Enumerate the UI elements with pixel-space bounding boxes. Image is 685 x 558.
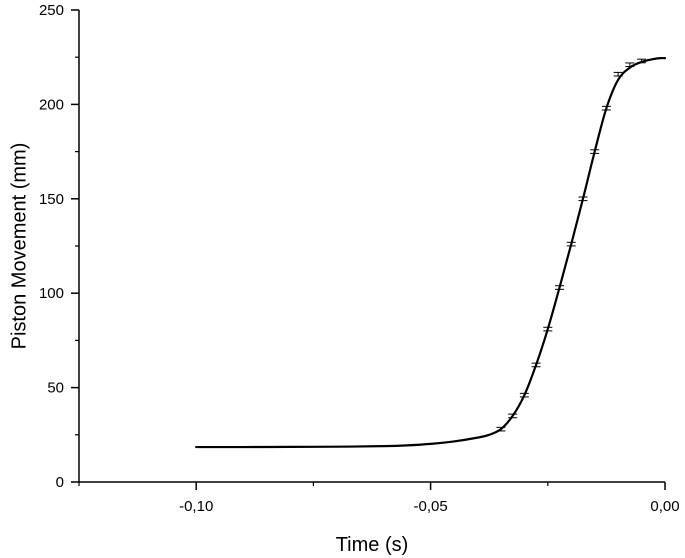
y-tick-label: 0	[56, 474, 64, 491]
error-bar	[543, 326, 553, 332]
error-bar	[590, 149, 600, 154]
error-bar	[555, 285, 565, 290]
error-bar-layer	[496, 58, 647, 432]
error-bar	[531, 362, 541, 368]
error-bar	[578, 196, 588, 202]
x-axis-ticks: -0,10 -0,05 0,00	[78, 482, 680, 515]
error-bar	[566, 241, 576, 247]
y-axis-ticks: 0 50 100 150 200 250	[39, 2, 79, 491]
x-tick-label: -0,05	[413, 498, 447, 515]
x-tick-label: 0,00	[650, 498, 679, 515]
x-tick-label: -0,10	[179, 498, 213, 515]
error-bar	[613, 71, 623, 77]
y-tick-label: 200	[39, 96, 64, 113]
y-tick-label: 50	[47, 380, 64, 397]
error-bar	[496, 426, 506, 432]
error-bar	[508, 413, 518, 419]
y-tick-label: 250	[39, 2, 64, 19]
y-tick-label: 100	[39, 285, 64, 302]
error-bar	[601, 105, 611, 111]
error-bar	[625, 62, 635, 68]
axes-frame	[78, 10, 665, 483]
series-line	[195, 56, 667, 449]
x-axis-title: Time (s)	[336, 534, 409, 556]
y-axis-title: Piston Movement (mm)	[8, 143, 30, 350]
error-bar	[637, 58, 647, 64]
series-layer	[195, 56, 667, 449]
y-tick-label: 150	[39, 191, 64, 208]
error-bar	[519, 392, 529, 398]
